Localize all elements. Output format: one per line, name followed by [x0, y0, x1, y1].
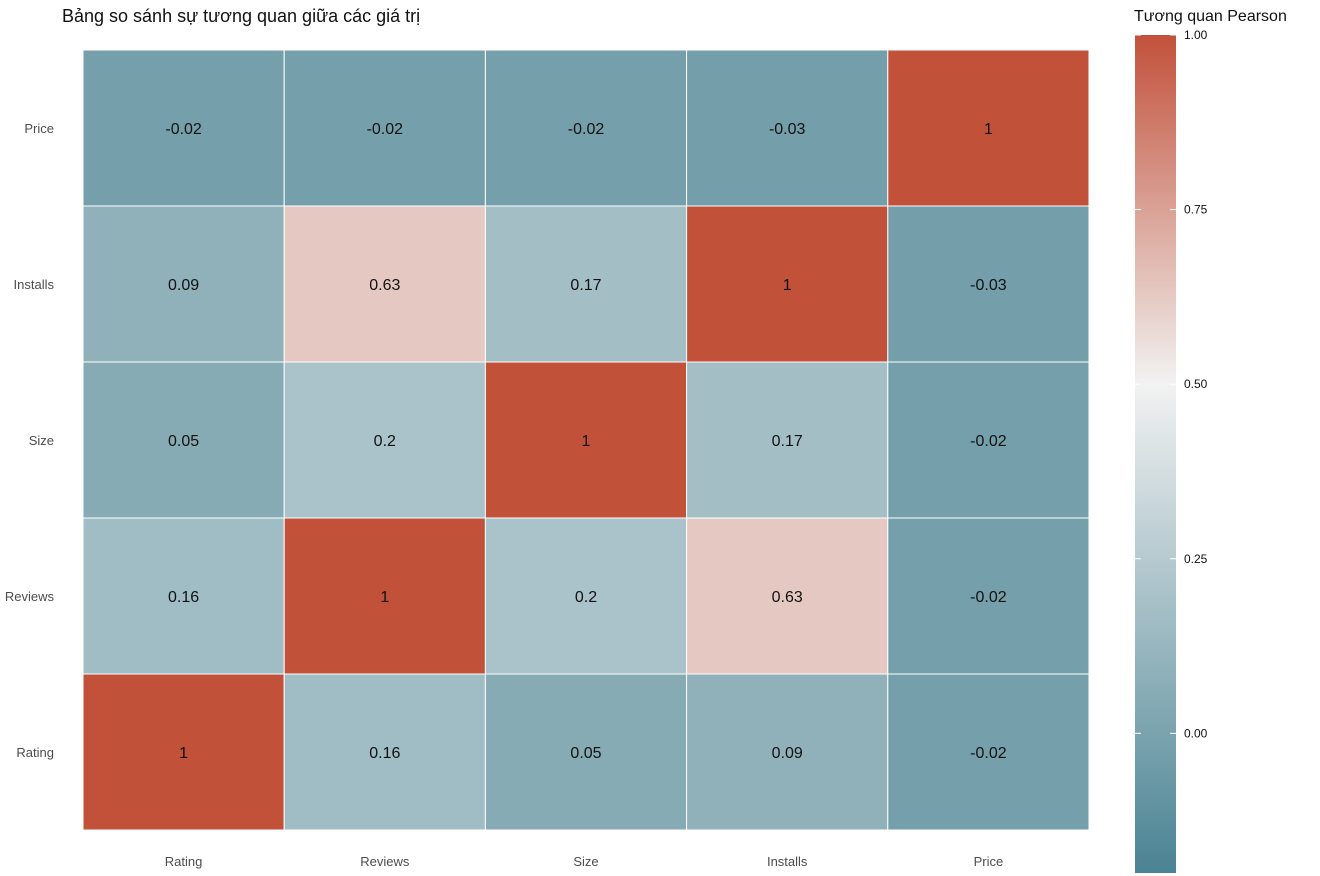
heatmap-cell	[887, 361, 1090, 519]
cell-value-label: -0.02	[568, 121, 605, 138]
cell-value-label: -0.02	[970, 433, 1007, 450]
heatmap-cell	[82, 673, 285, 831]
y-tick-label: Rating	[16, 745, 54, 760]
heatmap-cells: -0.02 -0.02 -0.02 -0.03 1 0.09 0.63 0.17 1 -0.03 0…	[82, 49, 1090, 831]
cell-value-label: -0.03	[970, 277, 1007, 294]
heatmap-cell	[82, 205, 285, 363]
x-tick-label: Reviews	[360, 854, 410, 869]
cell-value-label: 0.05	[168, 433, 199, 450]
cell-value-label: -0.03	[769, 121, 806, 138]
cell-value-label: -0.02	[970, 745, 1007, 762]
heatmap-cell	[82, 49, 285, 207]
cell-value-label: 0.2	[374, 433, 396, 450]
y-tick-label: Price	[24, 121, 54, 136]
heatmap-cell	[484, 517, 688, 675]
heatmap-cell	[283, 517, 486, 675]
cell-value-label: 1	[380, 589, 389, 606]
cell-value-label: 1	[984, 121, 993, 138]
legend-title: Tương quan Pearson	[1134, 8, 1287, 25]
legend-tick-label: 0.25	[1184, 552, 1208, 566]
cell-value-label: 1	[582, 433, 591, 450]
heatmap-cell	[686, 49, 889, 207]
heatmap-cell	[686, 205, 889, 363]
cell-value-label: 0.63	[369, 277, 400, 294]
cell-value-label: 0.16	[168, 589, 199, 606]
legend-tick-label: 0.00	[1184, 726, 1208, 740]
x-axis-ticks: Rating Reviews Size Installs Price	[165, 854, 1003, 869]
heatmap-cell	[887, 517, 1090, 675]
heatmap-cell	[686, 361, 889, 519]
heatmap-cell	[283, 205, 486, 363]
cell-value-label: 0.09	[772, 745, 803, 762]
legend-colorbar	[1135, 35, 1176, 873]
x-tick-label: Price	[974, 854, 1004, 869]
y-tick-label: Size	[29, 433, 54, 448]
x-tick-label: Installs	[767, 854, 808, 869]
y-tick-label: Installs	[14, 277, 55, 292]
heatmap-cell	[887, 673, 1090, 831]
cell-value-label: 1	[179, 745, 188, 762]
legend-tick-label: 0.50	[1184, 377, 1208, 391]
cell-value-label: 0.17	[570, 277, 601, 294]
cell-value-label: 0.05	[570, 745, 601, 762]
cell-value-label: 0.09	[168, 277, 199, 294]
cell-value-label: -0.02	[367, 121, 404, 138]
heatmap-cell	[484, 361, 688, 519]
chart-title: Bảng so sánh sự tương quan giữa các giá …	[62, 6, 421, 26]
legend-tick-label: 0.75	[1184, 203, 1208, 217]
heatmap-cell	[82, 517, 285, 675]
y-tick-label: Reviews	[5, 589, 55, 604]
heatmap-cell	[484, 673, 688, 831]
heatmap-cell	[82, 361, 285, 519]
heatmap-cell	[887, 205, 1090, 363]
legend-tick-label: 1.00	[1184, 28, 1208, 42]
x-tick-label: Size	[573, 854, 598, 869]
heatmap-cell	[283, 361, 486, 519]
heatmap-cell	[484, 49, 688, 207]
cell-value-label: 0.2	[575, 589, 597, 606]
cell-value-label: 0.17	[772, 433, 803, 450]
color-legend: 1.00 0.75 0.50 0.25 0.00	[1135, 28, 1208, 873]
cell-value-label: 1	[783, 277, 792, 294]
cell-value-label: -0.02	[970, 589, 1007, 606]
heatmap-cell	[887, 49, 1090, 207]
heatmap-cell	[686, 517, 889, 675]
y-axis-ticks: Price Installs Size Reviews Rating	[5, 121, 55, 760]
heatmap-cell	[686, 673, 889, 831]
x-tick-label: Rating	[165, 854, 203, 869]
cell-value-label: 0.63	[772, 589, 803, 606]
cell-value-label: 0.16	[369, 745, 400, 762]
heatmap-cell	[283, 673, 486, 831]
cell-value-label: -0.02	[165, 121, 202, 138]
